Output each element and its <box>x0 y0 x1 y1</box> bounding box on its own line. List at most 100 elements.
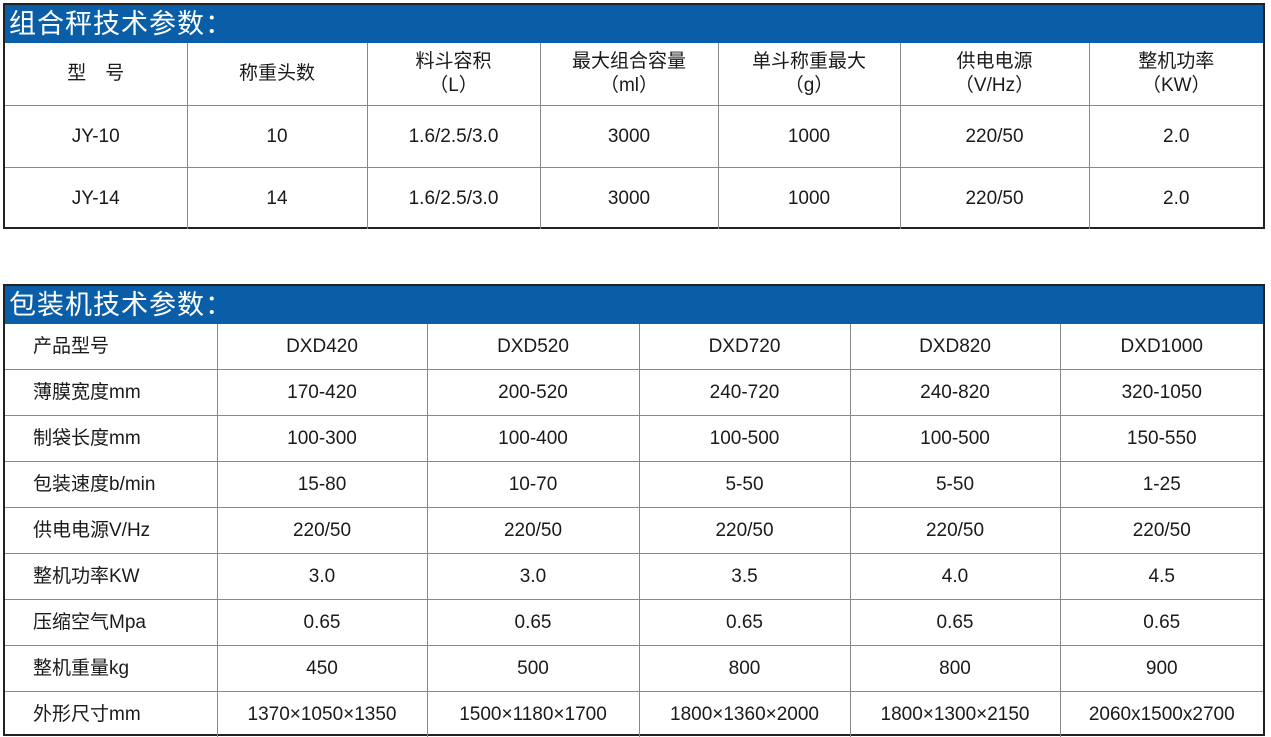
table-cell: DXD420 <box>216 324 428 370</box>
table-cell: 0.65 <box>216 599 428 646</box>
table-cell: 100-500 <box>849 415 1061 462</box>
table-cell: 450 <box>216 645 428 692</box>
header-unit: （KW） <box>1141 75 1211 96</box>
table-cell: 15-80 <box>216 461 428 508</box>
header-label: 供电电源 <box>956 51 1033 72</box>
table-cell: 240-820 <box>849 369 1061 416</box>
table-cell: DXD720 <box>638 324 851 370</box>
header-cell: 最大组合容量 （ml） <box>539 43 719 106</box>
table-cell: 10-70 <box>426 461 640 508</box>
header-cell: 料斗容积 （L） <box>366 43 541 106</box>
table-cell: 3.5 <box>638 553 851 600</box>
row-label: 外形尺寸mm <box>5 691 218 737</box>
header-unit: （g） <box>784 75 834 96</box>
table-cell: 0.65 <box>1059 599 1263 646</box>
packer-spec-table: 包装机技术参数： 产品型号 DXD420 DXD520 DXD720 DXD820 DXD… <box>3 284 1265 737</box>
table-row: 整机功率KW 3.0 3.0 3.5 4.0 4.5 <box>5 553 1263 600</box>
header-unit: （ml） <box>599 75 659 96</box>
table-cell: JY-10 <box>5 105 188 168</box>
table-cell: 220/50 <box>426 507 640 554</box>
table-cell: DXD520 <box>426 324 640 370</box>
table-row: 制袋长度mm 100-300 100-400 100-500 100-500 150-55… <box>5 415 1263 462</box>
table-cell: 3000 <box>539 105 719 168</box>
table-row: 整机重量kg 450 500 800 800 900 <box>5 645 1263 692</box>
table-cell: 500 <box>426 645 640 692</box>
header-cell: 供电电源 （V/Hz） <box>899 43 1090 106</box>
header-label: 整机功率 <box>1138 51 1215 72</box>
row-label: 压缩空气Mpa <box>5 599 218 646</box>
table-cell: DXD1000 <box>1059 324 1263 370</box>
table-cell: 0.65 <box>638 599 851 646</box>
table-cell: 100-300 <box>216 415 428 462</box>
header-label: 料斗容积 <box>415 51 492 72</box>
table-cell: 2060x1500x2700 <box>1059 691 1263 737</box>
table-cell: 0.65 <box>849 599 1061 646</box>
table-cell: 1.6/2.5/3.0 <box>366 167 541 229</box>
table-cell: 170-420 <box>216 369 428 416</box>
header-cell: 单斗称重最大 （g） <box>717 43 901 106</box>
table-cell: 1.6/2.5/3.0 <box>366 105 541 168</box>
row-label: 产品型号 <box>5 324 218 370</box>
row-label: 薄膜宽度mm <box>5 369 218 416</box>
row-label: 整机重量kg <box>5 645 218 692</box>
table-cell: 5-50 <box>849 461 1061 508</box>
table-cell: 5-50 <box>638 461 851 508</box>
table-cell: 100-400 <box>426 415 640 462</box>
table-cell: 3000 <box>539 167 719 229</box>
table-cell: 900 <box>1059 645 1263 692</box>
row-label: 制袋长度mm <box>5 415 218 462</box>
table-row: 外形尺寸mm 1370×1050×1350 1500×1180×1700 1800×1… <box>5 691 1263 737</box>
header-label: 最大组合容量 <box>571 51 686 72</box>
table-cell: 1500×1180×1700 <box>426 691 640 737</box>
scale-table: 型 号 称重头数 料斗容积 （L） 最大组合容量 （ml） 单斗称重最大 （g） 供电电源 （V/… <box>5 43 1263 229</box>
table-row: JY-14 14 1.6/2.5/3.0 3000 1000 220/50 2.0 <box>5 167 1263 229</box>
table-cell: 1000 <box>717 105 901 168</box>
table-cell: 2.0 <box>1088 105 1263 168</box>
table-cell: DXD820 <box>849 324 1061 370</box>
table-cell: 1000 <box>717 167 901 229</box>
table-cell: 1-25 <box>1059 461 1263 508</box>
header-label: 型 号 <box>67 63 125 84</box>
table-cell: 4.5 <box>1059 553 1263 600</box>
table-cell: 320-1050 <box>1059 369 1263 416</box>
table-cell: 220/50 <box>216 507 428 554</box>
table-cell: 220/50 <box>899 167 1090 229</box>
header-unit: （L） <box>429 75 478 96</box>
table-cell: 3.0 <box>426 553 640 600</box>
table-cell: 220/50 <box>638 507 851 554</box>
table-header-row: 型 号 称重头数 料斗容积 （L） 最大组合容量 （ml） 单斗称重最大 （g） 供电电源 （V/… <box>5 43 1263 106</box>
table-cell: 2.0 <box>1088 167 1263 229</box>
table-row: 压缩空气Mpa 0.65 0.65 0.65 0.65 0.65 <box>5 599 1263 646</box>
table-cell: 800 <box>849 645 1061 692</box>
table-cell: 4.0 <box>849 553 1061 600</box>
table-cell: 220/50 <box>1059 507 1263 554</box>
scale-spec-table: 组合秤技术参数： 型 号 称重头数 料斗容积 （L） 最大组合容量 （ml） 单斗称重最大 （… <box>3 3 1265 229</box>
table-cell: 240-720 <box>638 369 851 416</box>
table-row: 供电电源V/Hz 220/50 220/50 220/50 220/50 220/50 <box>5 507 1263 554</box>
table-row: 产品型号 DXD420 DXD520 DXD720 DXD820 DXD1000 <box>5 324 1263 370</box>
table-cell: 0.65 <box>426 599 640 646</box>
table-cell: 3.0 <box>216 553 428 600</box>
table-cell: 14 <box>186 167 368 229</box>
table-cell: 220/50 <box>849 507 1061 554</box>
packer-table: 产品型号 DXD420 DXD520 DXD720 DXD820 DXD1000 薄膜宽度m… <box>5 324 1263 737</box>
table-cell: JY-14 <box>5 167 188 229</box>
scale-table-title: 组合秤技术参数： <box>5 5 1263 43</box>
table-cell: 1800×1300×2150 <box>849 691 1061 737</box>
table-cell: 1800×1360×2000 <box>638 691 851 737</box>
table-row: JY-10 10 1.6/2.5/3.0 3000 1000 220/50 2.0 <box>5 105 1263 168</box>
table-cell: 220/50 <box>899 105 1090 168</box>
header-cell: 型 号 <box>5 43 188 106</box>
table-cell: 1370×1050×1350 <box>216 691 428 737</box>
table-cell: 100-500 <box>638 415 851 462</box>
header-cell: 称重头数 <box>186 43 368 106</box>
row-label: 供电电源V/Hz <box>5 507 218 554</box>
table-cell: 10 <box>186 105 368 168</box>
packer-table-title: 包装机技术参数： <box>5 286 1263 324</box>
row-label: 整机功率KW <box>5 553 218 600</box>
row-label: 包装速度b/min <box>5 461 218 508</box>
table-row: 包装速度b/min 15-80 10-70 5-50 5-50 1-25 <box>5 461 1263 508</box>
table-cell: 800 <box>638 645 851 692</box>
table-cell: 150-550 <box>1059 415 1263 462</box>
table-cell: 200-520 <box>426 369 640 416</box>
